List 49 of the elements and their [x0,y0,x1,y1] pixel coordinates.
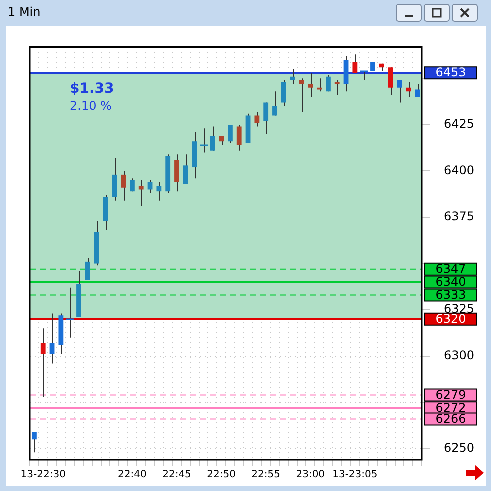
candlestick [317,78,322,92]
y-tick-label: 6300 [444,348,475,362]
candlestick [388,67,394,96]
x-tick-label: 23:00 [296,470,326,481]
y-tick-label: 6375 [444,210,475,224]
y-tick-label: 6250 [444,441,475,456]
candlestick [308,72,314,98]
candlestick [397,80,402,104]
candlestick [281,80,286,107]
candlestick [32,432,37,454]
candlestick [406,82,412,98]
y-tick-label: 6400 [444,163,475,178]
candlestick [370,62,376,72]
candlestick [264,102,269,135]
candlestick [121,170,126,202]
ref-line-label: 6279 [436,388,466,402]
candlestick [112,158,118,202]
candlestick [236,124,242,152]
candlestick [183,154,188,185]
candlestick [174,154,180,192]
x-tick-label: 22:50 [207,470,236,481]
candlestick [50,313,55,364]
y-tick-label: 6425 [444,117,475,132]
x-tick-label: 22:55 [252,470,281,481]
annotation: $1.33 [70,80,114,97]
x-tick-label: 13-23:05 [332,470,378,481]
candlestick [352,54,358,74]
x-tick-label: 22:40 [118,470,147,481]
x-tick-label: 13-22:30 [20,470,66,481]
candlestick [40,328,46,398]
ref-line-label: 6340 [436,274,466,289]
candlestick [254,111,260,128]
candlestick [290,68,296,85]
candlestick [130,178,135,192]
candlestick [415,84,420,98]
ref-line-label: 6453 [436,66,466,80]
ref-line-label: 6347 [436,262,466,276]
annotation: 2.10 % [70,99,112,114]
candlestick [228,124,233,144]
x-tick-label: 22:45 [162,470,192,481]
candlestick [156,182,162,202]
chart-title: 1 Min [8,5,41,19]
candlestick [272,91,278,116]
candlestick [219,136,224,146]
candlestick [326,74,331,92]
ref-line-label: 6320 [436,312,466,326]
candlestick [138,180,144,207]
candlestick [85,258,90,281]
ref-line-label: 6333 [436,288,466,302]
